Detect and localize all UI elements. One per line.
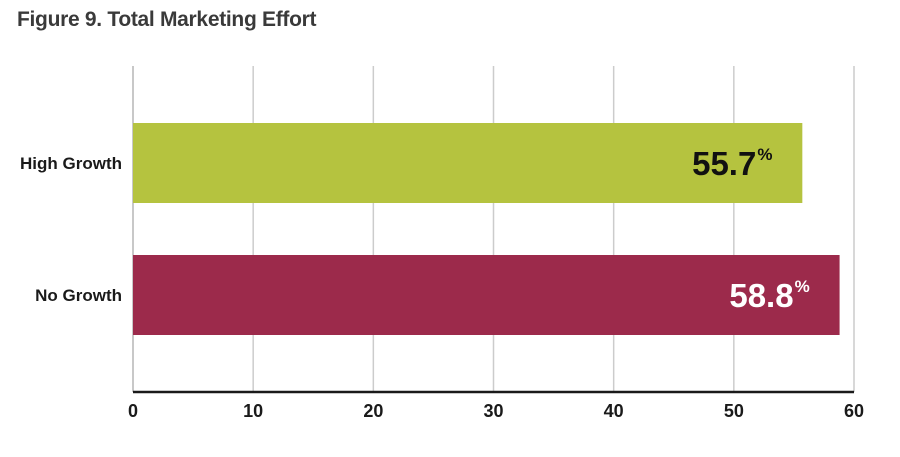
x-tick-label: 40 [604, 401, 624, 421]
x-tick-label: 50 [724, 401, 744, 421]
category-label: No Growth [35, 286, 122, 305]
data-label-unit: % [795, 277, 810, 296]
x-axis-ticks: 0 10 20 30 40 50 60 [128, 401, 864, 421]
gridlines [132, 66, 855, 394]
category-labels: High Growth No Growth [20, 154, 122, 305]
x-tick-label: 20 [363, 401, 383, 421]
bar [133, 255, 840, 335]
x-tick-label: 30 [483, 401, 503, 421]
x-tick-label: 0 [128, 401, 138, 421]
chart-title: Figure 9. Total Marketing Effort [17, 8, 317, 31]
bars: 55.7 %58.8% [133, 123, 840, 335]
x-tick-label: 60 [844, 401, 864, 421]
data-label-unit: % [757, 145, 772, 164]
data-label: 55.7 [692, 145, 756, 182]
bar [133, 123, 803, 203]
data-label: 58.8 [729, 277, 793, 314]
x-tick-label: 10 [243, 401, 263, 421]
category-label: High Growth [20, 154, 122, 173]
